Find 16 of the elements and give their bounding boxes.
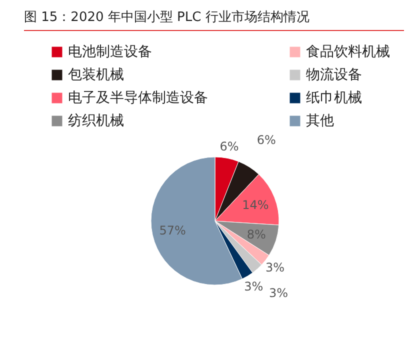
data-label: 3% (244, 279, 264, 294)
data-label: 14% (242, 198, 269, 212)
data-label: 6% (220, 139, 239, 154)
legend-label: 纸巾机械 (306, 90, 362, 106)
chart-title: 图 15：2020 年中国小型 PLC 行业市场结构情况 (24, 8, 404, 31)
legend-label: 电子及半导体制造设备 (68, 90, 208, 106)
legend-label: 食品饮料机械 (306, 44, 390, 60)
data-label: 3% (268, 286, 288, 300)
data-label: 3% (266, 260, 285, 275)
legend-label: 包装机械 (68, 67, 124, 83)
data-label: 57% (159, 223, 186, 238)
legend-label: 纺织机械 (68, 113, 124, 129)
data-label: 6% (256, 132, 276, 147)
legend-label: 其他 (306, 113, 334, 129)
legend-label: 电池制造设备 (68, 44, 152, 60)
legend-label: 物流设备 (306, 67, 362, 83)
